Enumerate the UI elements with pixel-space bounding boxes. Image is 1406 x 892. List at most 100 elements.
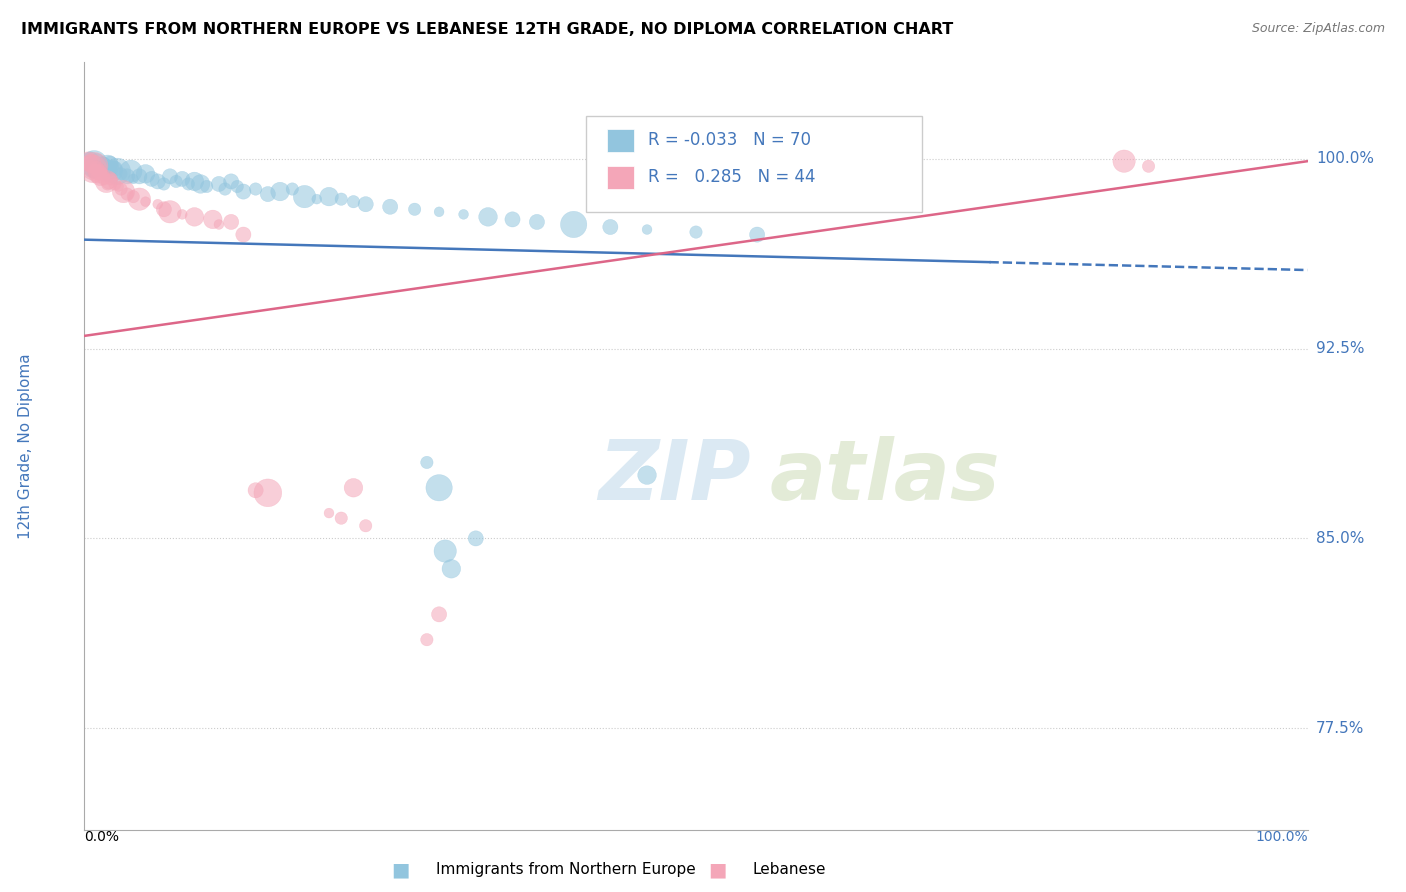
Point (97, 161, 120, 176)
Point (599, 219, 621, 234)
Point (135, 167, 157, 181)
Point (93, 172, 115, 186)
Point (440, 562, 463, 576)
Text: atlas: atlas (769, 436, 1000, 517)
Point (183, 174, 205, 188)
Point (107, 179, 129, 194)
Point (380, 200, 402, 214)
Point (747, 227, 769, 242)
Point (87, 161, 110, 176)
Point (305, 192, 328, 206)
Point (427, 607, 450, 622)
Point (1114, 154, 1136, 169)
Point (98, 157, 121, 171)
Point (91, 167, 114, 181)
Text: IMMIGRANTS FROM NORTHERN EUROPE VS LEBANESE 12TH GRADE, NO DIPLOMA CORRELATION C: IMMIGRANTS FROM NORTHERN EUROPE VS LEBAN… (21, 22, 953, 37)
Point (219, 174, 242, 188)
Point (342, 481, 364, 495)
Point (80, 157, 103, 171)
Point (208, 218, 231, 232)
Point (128, 192, 150, 206)
Bar (606, 129, 634, 153)
Point (208, 177, 231, 191)
Point (232, 227, 254, 242)
Point (201, 212, 224, 227)
Text: Source: ZipAtlas.com: Source: ZipAtlas.com (1251, 22, 1385, 36)
Point (87, 167, 110, 181)
Point (122, 189, 145, 203)
Point (416, 632, 439, 647)
Text: 100.0%: 100.0% (1256, 830, 1308, 844)
Point (153, 202, 176, 217)
Point (77, 159, 100, 173)
Text: R = -0.033   N = 70: R = -0.033 N = 70 (648, 131, 811, 149)
Text: ■: ■ (391, 860, 411, 880)
Point (330, 192, 353, 206)
Text: Lebanese: Lebanese (752, 863, 825, 877)
Point (562, 218, 585, 232)
Point (120, 164, 142, 178)
Point (93, 157, 115, 171)
Text: ■: ■ (707, 860, 727, 880)
Point (214, 182, 236, 196)
Point (97, 159, 120, 173)
Point (110, 167, 132, 181)
Point (526, 215, 548, 229)
Point (96, 174, 118, 188)
Point (84, 159, 107, 173)
Point (453, 207, 475, 221)
Point (232, 185, 254, 199)
Point (90, 161, 112, 176)
Point (84, 164, 107, 178)
Point (87, 157, 110, 171)
Point (502, 212, 524, 227)
Point (80, 157, 103, 171)
Point (477, 210, 499, 224)
Point (685, 225, 707, 239)
Point (226, 179, 249, 194)
Point (330, 511, 353, 525)
Point (342, 194, 364, 209)
Point (257, 187, 280, 202)
Point (122, 172, 145, 186)
Text: 0.0%: 0.0% (84, 830, 120, 844)
Bar (606, 166, 634, 189)
Text: R =   0.285   N = 44: R = 0.285 N = 44 (648, 168, 815, 186)
Point (427, 481, 450, 495)
Point (86, 161, 108, 176)
Point (172, 172, 194, 186)
Point (79, 154, 101, 169)
Point (97, 174, 120, 188)
Point (91, 159, 114, 173)
Text: Immigrants from Northern Europe: Immigrants from Northern Europe (436, 863, 696, 877)
Point (183, 210, 205, 224)
Point (86, 154, 108, 169)
Point (82, 161, 104, 176)
Point (159, 204, 181, 219)
Point (636, 468, 658, 483)
Text: 100.0%: 100.0% (1316, 151, 1374, 166)
Text: 92.5%: 92.5% (1316, 341, 1364, 356)
Point (318, 506, 340, 520)
Point (354, 518, 377, 533)
Point (245, 483, 267, 498)
Point (115, 169, 138, 184)
Point (115, 187, 138, 202)
Point (416, 455, 439, 469)
Point (100, 172, 122, 186)
Point (404, 202, 426, 217)
Point (636, 222, 658, 236)
Text: ZIP: ZIP (598, 436, 751, 517)
Point (104, 161, 127, 176)
Point (269, 185, 291, 199)
Point (245, 182, 267, 196)
Point (100, 164, 122, 178)
Point (177, 177, 200, 191)
Point (89, 169, 111, 184)
Point (434, 544, 457, 558)
Point (83, 157, 105, 171)
Point (190, 177, 212, 191)
Point (146, 197, 169, 211)
Point (77, 154, 100, 169)
Point (112, 185, 135, 199)
